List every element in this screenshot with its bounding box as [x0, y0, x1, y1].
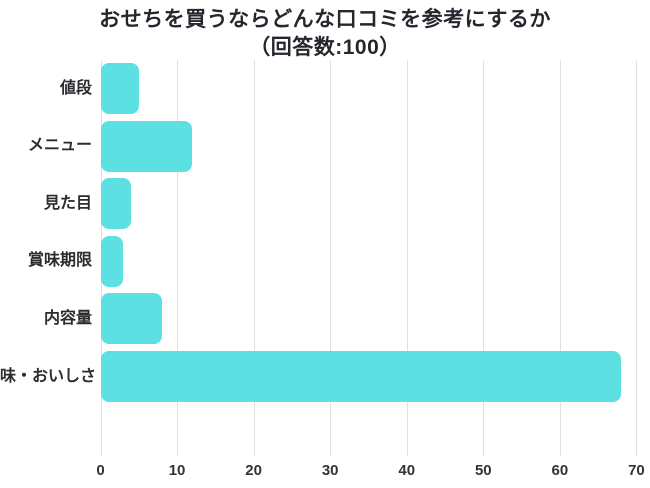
x-tick-label: 40 — [398, 462, 416, 479]
bar — [100, 120, 193, 172]
bar — [100, 235, 124, 287]
category-label: 値段 — [59, 79, 92, 97]
x-tick-label: 60 — [551, 462, 569, 479]
chart-title-line1: おせちを買うならどんな口コミを参考にするか — [99, 8, 551, 31]
x-tick-label: 70 — [628, 462, 645, 479]
x-tick-label: 10 — [168, 462, 186, 479]
gridline — [253, 60, 255, 456]
category-label: メニュー — [27, 137, 92, 155]
x-tick-label: 0 — [96, 462, 105, 479]
bar — [100, 293, 162, 345]
gridline — [483, 60, 485, 456]
gridline — [330, 60, 332, 456]
category-label: 見た目 — [43, 194, 92, 212]
category-label: 内容量 — [43, 309, 92, 327]
bar-chart: 0 10 20 30 40 50 60 70 値段メニュー見た目賞味期限内容量味・おいしさ — [0, 60, 650, 488]
x-tick-label: 20 — [245, 462, 262, 479]
category-label: 賞味期限 — [27, 252, 92, 270]
x-tick-label: 30 — [321, 462, 339, 479]
bar — [100, 178, 132, 230]
bar — [100, 351, 622, 402]
category-label: 味・おいしさ — [0, 367, 97, 385]
chart-title-line2: （回答数:100） — [249, 35, 401, 59]
bar — [100, 63, 139, 114]
gridline — [559, 60, 561, 456]
x-tick-label: 50 — [474, 462, 492, 479]
gridline — [636, 60, 638, 456]
gridline — [406, 60, 408, 456]
gridline — [177, 60, 179, 456]
chart-title: おせちを買うならどんな口コミを参考にするか （回答数:100） — [0, 6, 650, 61]
